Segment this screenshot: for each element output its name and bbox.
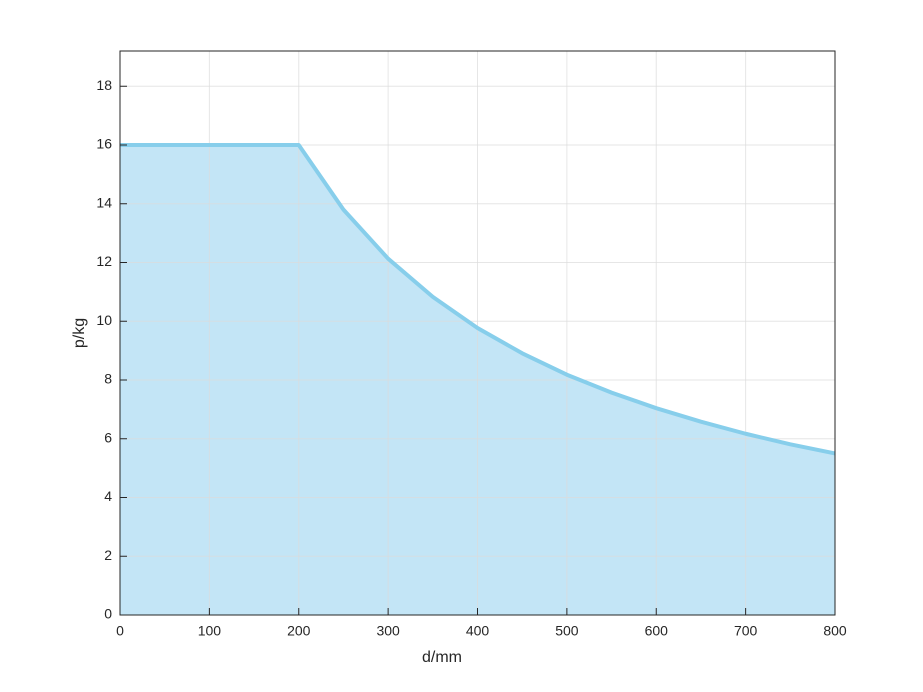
x-axis-label: d/mm: [422, 649, 462, 666]
y-tick-label: 10: [96, 312, 112, 328]
y-tick-label: 12: [96, 253, 112, 269]
y-tick-label: 6: [104, 429, 112, 445]
y-tick-label: 4: [104, 488, 112, 504]
x-tick-label: 800: [823, 623, 847, 639]
x-tick-label: 400: [466, 623, 490, 639]
area-line: [120, 143, 836, 456]
x-tick-label: 700: [734, 623, 758, 639]
x-tick-label: 300: [376, 623, 400, 639]
x-tick-label: 0: [116, 623, 124, 639]
x-tick-label: 100: [198, 623, 222, 639]
y-tick-label: 8: [104, 371, 112, 387]
y-axis-label: p/kg: [71, 318, 88, 348]
y-tick-label: 16: [96, 136, 112, 152]
y-tick-label: 14: [96, 194, 112, 210]
x-tick-label: 500: [555, 623, 579, 639]
y-tick-label: 18: [96, 77, 112, 93]
x-tick-label: 600: [645, 623, 669, 639]
y-tick-label: 2: [104, 547, 112, 563]
x-tick-label: 200: [287, 623, 311, 639]
y-tick-label: 0: [104, 606, 112, 622]
